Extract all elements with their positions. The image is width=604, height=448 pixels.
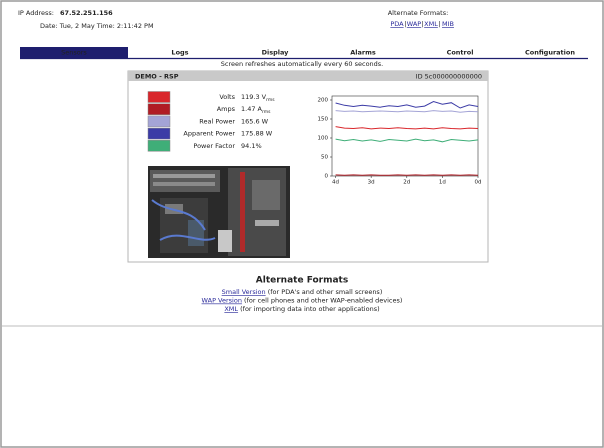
ip-label: IP Address: xyxy=(18,9,54,17)
x-tick-label: 3d xyxy=(368,180,375,186)
nav-tab[interactable]: Alarms xyxy=(350,49,376,57)
panel-title: DEMO - RSP xyxy=(135,73,179,81)
color-swatch xyxy=(147,91,171,103)
nav-tab[interactable]: Logs xyxy=(171,49,188,57)
refresh-note: Screen refreshes automatically every 60 … xyxy=(221,60,384,68)
reading-unit: rms xyxy=(262,109,271,115)
alt-format-link[interactable]: XML xyxy=(224,305,238,313)
series-line xyxy=(335,110,479,113)
reading-number: 165.6 W xyxy=(241,117,269,125)
color-swatch xyxy=(147,115,171,128)
series-line xyxy=(335,100,479,109)
reading-value: 119.3 Vrms xyxy=(241,93,275,103)
panel-id: ID 5c000000000000 xyxy=(416,73,482,81)
alt-format-item: WAP Version (for cell phones and other W… xyxy=(202,297,403,305)
reading-label: Apparent Power xyxy=(183,130,235,138)
alt-format-list: Small Version (for PDA's and other small… xyxy=(202,288,403,313)
date-line: Date: Tue, 2 May Time: 2:11:42 PM xyxy=(40,22,154,30)
color-swatch xyxy=(147,140,171,152)
reading-label: Real Power xyxy=(199,117,235,125)
alt-links: PDA | WAP | XML | MIB xyxy=(390,20,454,28)
device-photo xyxy=(148,166,290,258)
color-swatch xyxy=(147,127,171,140)
reading-unit: rms xyxy=(266,97,275,103)
alt-format-link[interactable]: WAP Version xyxy=(202,297,242,305)
separator: | xyxy=(421,20,423,28)
panel-header xyxy=(128,71,488,81)
nav-tab[interactable]: Display xyxy=(262,49,290,57)
alt-format-desc: (for importing data into other applicati… xyxy=(240,305,380,313)
reading-number: 94.1% xyxy=(241,142,262,150)
series-line xyxy=(335,138,479,143)
y-tick-label: 200 xyxy=(318,98,329,104)
nav-tabs: Sensors Logs Display Alarms Control Configura… xyxy=(20,47,575,58)
alt-link[interactable]: MIB xyxy=(442,20,454,28)
alt-format-item: XML (for importing data into other appli… xyxy=(224,305,379,313)
color-swatch xyxy=(147,103,171,115)
alt-link[interactable]: WAP xyxy=(407,20,422,28)
alt-formats-title: Alternate Formats xyxy=(256,276,348,286)
reading-number: 1.47 A xyxy=(241,105,263,113)
y-tick-label: 0 xyxy=(325,174,329,180)
mini-chart: 0 50 100 150 200 4d 3d 2d 1d 0d xyxy=(318,95,482,186)
y-tick-label: 100 xyxy=(318,136,329,142)
alt-link[interactable]: PDA xyxy=(390,20,404,28)
y-tick-label: 50 xyxy=(321,155,328,161)
nav-tab[interactable]: Control xyxy=(447,49,474,57)
alt-format-desc: (for PDA's and other small screens) xyxy=(268,288,383,296)
alt-formats-label: Alternate Formats: xyxy=(388,9,449,17)
reading-value: 175.88 W xyxy=(241,130,273,138)
reading-label: Volts xyxy=(219,93,235,101)
reading-value: 165.6 W xyxy=(241,117,269,125)
plot-area xyxy=(331,95,479,177)
reading-value: 94.1% xyxy=(241,142,262,150)
reading-number: 119.3 V xyxy=(241,93,267,101)
reading-label: Power Factor xyxy=(193,142,235,150)
alt-link[interactable]: XML xyxy=(424,20,438,28)
reading-label: Amps xyxy=(217,105,236,113)
nav-bar xyxy=(20,47,588,58)
reading-number: 175.88 W xyxy=(241,130,273,138)
ip-address: 67.52.251.156 xyxy=(60,9,113,17)
reading-value: 1.47 Arms xyxy=(241,105,271,115)
separator: | xyxy=(438,20,440,28)
x-tick-label: 2d xyxy=(403,180,410,186)
x-tick-label: 0d xyxy=(475,180,482,186)
series-line xyxy=(335,126,479,130)
alt-format-item: Small Version (for PDA's and other small… xyxy=(222,288,383,296)
y-tick-label: 150 xyxy=(318,117,329,123)
separator: | xyxy=(404,20,406,28)
alt-format-link[interactable]: Small Version xyxy=(222,288,266,296)
nav-tab[interactable]: Configuration xyxy=(525,49,575,57)
active-tab xyxy=(20,47,128,58)
x-tick-label: 4d xyxy=(332,180,339,186)
nav-tab[interactable]: Sensors xyxy=(61,49,87,57)
x-tick-label: 1d xyxy=(439,180,446,186)
alt-format-desc: (for cell phones and other WAP-enabled d… xyxy=(244,297,402,305)
